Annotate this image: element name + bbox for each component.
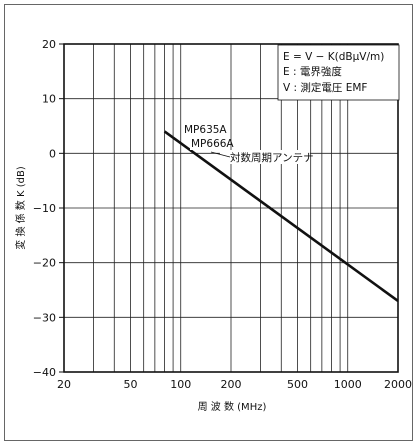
y-tick-label: −30: [33, 311, 56, 324]
y-tick-label: 0: [49, 147, 56, 160]
y-tick-label: −10: [33, 202, 56, 215]
annotation-leader: [210, 151, 231, 158]
x-tick-label: 500: [287, 378, 308, 391]
x-tick-label: 50: [123, 378, 137, 391]
series-group: [163, 130, 399, 302]
y-tick-label: −40: [33, 366, 56, 379]
y-tick-label: 20: [42, 38, 56, 51]
x-axis-label: 周 波 数 (MHz): [198, 400, 267, 413]
annotation-antenna: 対数周期アンテナ: [230, 151, 314, 164]
legend-line-v: V : 測定電圧 EMF: [283, 81, 367, 94]
legend-line-e: E : 電界強度: [283, 65, 342, 78]
x-tick-label: 20: [57, 378, 71, 391]
x-tick-label: 100: [170, 378, 191, 391]
y-tick-label: 10: [42, 93, 56, 106]
legend-line-formula: E = V − K(dBμV/m): [283, 51, 384, 63]
legend-box: E = V − K(dBμV/m) E : 電界強度 V : 測定電圧 EMF: [277, 44, 400, 101]
annotation-mp666a: MP666A: [191, 138, 234, 150]
x-tick-label: 1000: [334, 378, 362, 391]
y-tick-label: −20: [33, 257, 56, 270]
annotation-mp635a: MP635A: [184, 124, 227, 136]
x-tick-label: 2000: [384, 378, 412, 391]
series-line: [163, 130, 399, 302]
annotation: MP635A MP666A 対数周期アンテナ: [183, 123, 314, 164]
y-axis-label: 変 換 係 数 K (dB): [14, 166, 27, 250]
figure-frame: [4, 4, 413, 441]
x-tick-label: 200: [221, 378, 242, 391]
